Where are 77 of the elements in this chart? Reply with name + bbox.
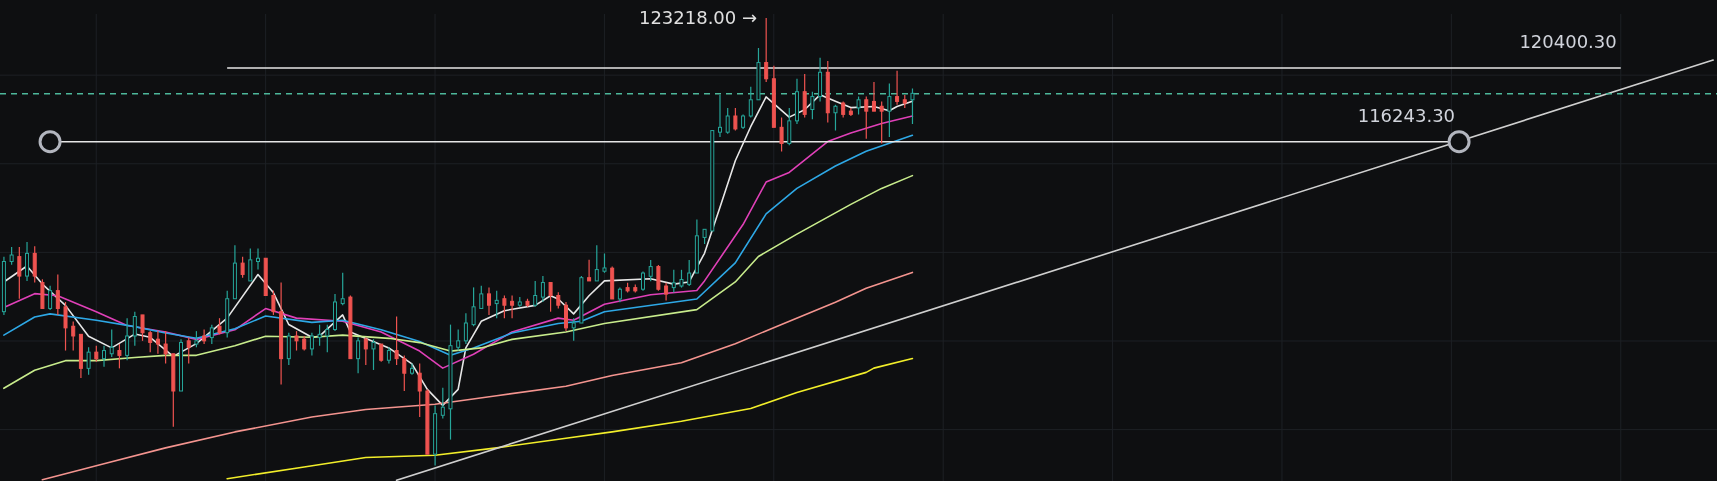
candlestick: [248, 247, 253, 282]
candlestick: [594, 244, 599, 282]
candlestick: [540, 275, 545, 303]
candlestick: [717, 94, 722, 138]
candlestick: [209, 324, 214, 345]
candlestick: [456, 328, 461, 352]
candlestick: [810, 91, 815, 120]
candlestick: [309, 332, 314, 356]
candlestick: [733, 107, 738, 132]
candlestick: [286, 332, 291, 366]
candlestick: [109, 328, 114, 358]
candlestick: [317, 324, 322, 347]
candlestick: [502, 294, 507, 319]
candlestick: [71, 320, 76, 352]
candlestick: [125, 317, 130, 361]
candlestick: [887, 83, 892, 138]
candlestick: [533, 280, 538, 308]
candlestick: [394, 315, 399, 366]
candlestick: [132, 311, 137, 347]
candlestick: [510, 294, 515, 319]
candlestick: [471, 286, 476, 327]
candlestick: [487, 286, 491, 316]
candlestick: [879, 100, 884, 145]
candlestick: [833, 104, 838, 132]
candlestick: [910, 87, 915, 125]
candlestick: [571, 317, 576, 342]
candlestick: [371, 338, 376, 371]
candlestick: [163, 330, 168, 365]
candlestick: [140, 314, 145, 342]
candlestick: [587, 259, 592, 282]
candlestick: [787, 107, 792, 146]
candlestick: [402, 354, 407, 392]
candlestick: [294, 330, 299, 352]
candlestick: [671, 269, 676, 294]
candlestick: [440, 387, 445, 420]
candlestick: [186, 336, 191, 365]
candlestick: [148, 330, 153, 353]
candlestick: [63, 301, 68, 352]
candlestick: [640, 270, 645, 292]
candlestick: [363, 336, 368, 366]
candlestick: [86, 346, 91, 376]
candlestick: [802, 73, 807, 119]
ref-line-label: 120400.30: [1519, 31, 1617, 53]
candlestick: [356, 336, 361, 374]
candlestick: [48, 285, 53, 311]
candlestick: [494, 290, 499, 319]
candlestick: [687, 259, 692, 287]
ref-line-label: 116243.30: [1357, 104, 1456, 126]
candlestick: [548, 281, 553, 313]
candlestick: [240, 256, 245, 279]
candlestick: [602, 252, 607, 274]
candlestick: [656, 264, 661, 292]
candlestick: [895, 70, 900, 106]
candlestick: [17, 246, 22, 300]
candlestick: [871, 81, 876, 112]
candlestick: [325, 324, 330, 353]
annotation: 123218.00 →: [638, 7, 758, 29]
candlestick: [155, 330, 160, 355]
candlestick: [102, 345, 107, 368]
candlestick: [256, 247, 261, 271]
candlestick: [271, 290, 276, 316]
candlestick: [340, 272, 345, 306]
candlestick: [417, 362, 422, 418]
candlestick: [779, 117, 784, 153]
candlestick: [725, 107, 730, 135]
candlestick: [202, 328, 207, 345]
candlestick: [563, 301, 568, 332]
candlestick: [748, 86, 753, 119]
candlestick: [864, 95, 869, 140]
candlestick: [32, 245, 37, 284]
candlestick: [25, 241, 30, 282]
candlestick: [117, 343, 122, 369]
candlestick: [55, 273, 60, 316]
candlestick: [463, 312, 468, 345]
candlestick: [479, 285, 484, 310]
candlestick: [648, 259, 653, 282]
candlestick: [764, 17, 769, 83]
